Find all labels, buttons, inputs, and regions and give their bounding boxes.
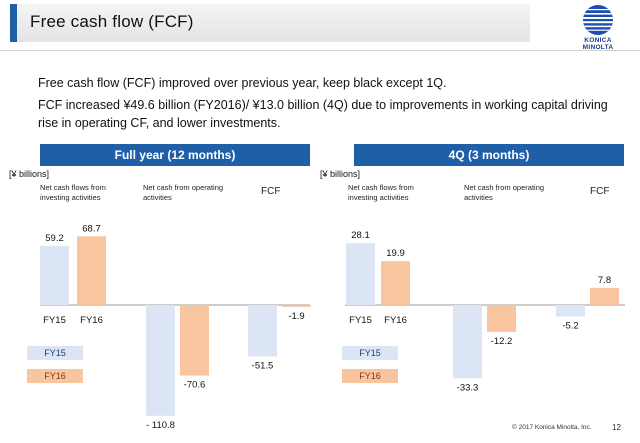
category-label-fcf-4q: FCF (590, 186, 610, 197)
tick-label-4q-0: FY15 (349, 315, 372, 326)
legend-fy15-full-year: FY15 (27, 346, 83, 360)
data-label-4q-fy15-0: 28.1 (351, 230, 370, 241)
data-label-full-year-fy16-1: -70.6 (184, 380, 206, 391)
bar-full-year-fy15-0 (40, 245, 69, 305)
category-label-investing-4q: Net cash flows from investing activities (348, 183, 414, 202)
title-box (10, 4, 530, 42)
category-label-fcf-full-year: FCF (261, 186, 281, 197)
bar-4q-fy15-1 (453, 305, 482, 379)
title-bar: Free cash flow (FCF) KONICA MINOLTA (0, 0, 640, 51)
legend-fy16-full-year: FY16 (27, 369, 83, 383)
konica-minolta-logo: KONICA MINOLTA (568, 4, 628, 51)
bar-4q-fy15-2 (556, 305, 585, 317)
panel-header-4q: 4Q (3 months) (354, 144, 624, 166)
data-label-4q-fy15-1: -33.3 (457, 382, 479, 393)
tick-label-4q-1: FY16 (384, 315, 407, 326)
units-label-4q: [¥ billions] (320, 169, 361, 179)
tick-label-full-year-1: FY16 (80, 315, 103, 326)
bar-full-year-fy16-1 (180, 305, 209, 376)
bar-4q-fy16-1 (487, 305, 516, 332)
category-label-investing-full-year: Net cash flows from investing activities (40, 183, 106, 202)
data-label-full-year-fy15-0: 59.2 (45, 233, 64, 244)
data-label-full-year-fy16-0: 68.7 (82, 223, 101, 234)
bar-4q-fy15-0 (346, 243, 375, 305)
page-number: 12 (612, 423, 621, 432)
data-label-full-year-fy15-1: - 110.8 (146, 420, 175, 431)
legend-label-fy15: FY15 (359, 348, 381, 358)
legend-fy16-4q: FY16 (342, 369, 398, 383)
summary-line-2: FCF increased ¥49.6 billion (FY2016)/ ¥1… (38, 98, 608, 130)
data-label-4q-fy15-2: -5.2 (562, 320, 578, 331)
summary-line-1: Free cash flow (FCF) improved over previ… (38, 76, 447, 90)
bar-full-year-fy15-2 (248, 305, 277, 357)
data-label-full-year-fy15-2: -51.5 (252, 361, 274, 372)
title-accent (10, 4, 17, 42)
panel-header-full-year: Full year (12 months) (40, 144, 310, 166)
data-label-4q-fy16-2: 7.8 (598, 275, 611, 286)
category-label-operating-full-year: Net cash from operating activities (143, 183, 224, 202)
title-separator (0, 50, 640, 51)
data-label-4q-fy16-0: 19.9 (386, 248, 405, 259)
logo-text: KONICA MINOLTA (582, 37, 614, 51)
bar-full-year-fy16-0 (77, 236, 106, 305)
bar-4q-fy16-2 (590, 287, 619, 305)
bar-full-year-fy16-2 (282, 305, 311, 307)
data-label-4q-fy16-1: -12.2 (491, 336, 513, 347)
bar-full-year-fy15-1 (146, 305, 175, 416)
legend-label-fy15: FY15 (44, 348, 66, 358)
tick-label-full-year-0: FY15 (43, 315, 66, 326)
units-label-full-year: [¥ billions] (9, 169, 50, 179)
category-label-operating-4q: Net cash from operating activities (464, 183, 545, 202)
data-label-full-year-fy16-2: -1.9 (288, 311, 304, 322)
bar-4q-fy16-0 (381, 261, 410, 305)
legend-label-fy16: FY16 (44, 371, 66, 381)
globe-icon (583, 5, 613, 35)
legend-fy15-4q: FY15 (342, 346, 398, 360)
page-title: Free cash flow (FCF) (30, 12, 194, 31)
copyright: © 2017 Konica Minolta, Inc. (512, 424, 592, 431)
legend-label-fy16: FY16 (359, 371, 381, 381)
